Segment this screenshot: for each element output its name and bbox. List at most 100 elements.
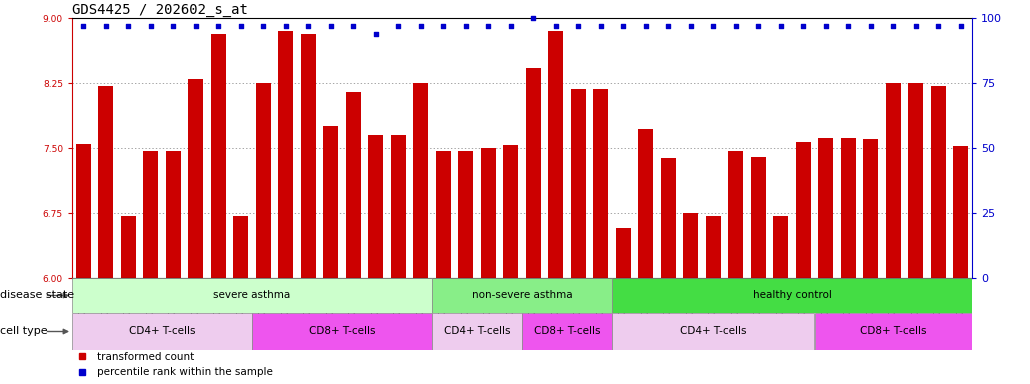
Bar (143, 151, 158, 278)
Bar (863, 139, 878, 278)
Point (503, 23, 519, 29)
Point (525, 15, 542, 21)
Bar (815, 313, 971, 350)
Point (818, 23, 834, 29)
Bar (346, 92, 360, 278)
Text: CD4+ T-cells: CD4+ T-cells (129, 326, 196, 336)
Point (660, 23, 677, 29)
Point (795, 23, 812, 29)
Point (772, 23, 789, 29)
Point (548, 23, 564, 29)
Point (322, 23, 339, 29)
Bar (840, 137, 856, 278)
Bar (99, 86, 113, 278)
Point (862, 23, 879, 29)
Point (840, 23, 857, 29)
Point (75, 23, 92, 29)
Point (187, 23, 204, 29)
Bar (548, 31, 563, 278)
Point (435, 23, 451, 29)
Bar (413, 83, 428, 278)
Bar (751, 157, 765, 278)
Point (300, 23, 316, 29)
Bar (774, 215, 788, 278)
Bar (252, 313, 432, 350)
Bar (593, 89, 608, 278)
Point (390, 23, 407, 29)
Bar (728, 151, 743, 278)
Text: disease state: disease state (0, 291, 74, 301)
Point (345, 23, 362, 29)
Bar (433, 313, 522, 350)
Point (142, 23, 159, 29)
Bar (954, 146, 968, 278)
Bar (234, 215, 248, 278)
Point (98, 23, 114, 29)
Bar (278, 31, 294, 278)
Bar (612, 313, 815, 350)
Bar (323, 126, 338, 278)
Legend: transformed count, percentile rank within the sample: transformed count, percentile rank withi… (72, 352, 273, 377)
Point (412, 23, 428, 29)
Bar (522, 313, 612, 350)
Point (368, 31, 384, 37)
Text: CD4+ T-cells: CD4+ T-cells (444, 326, 510, 336)
Bar (639, 129, 653, 278)
Text: severe asthma: severe asthma (213, 291, 290, 301)
Bar (612, 278, 971, 313)
Bar (121, 215, 136, 278)
Bar (481, 148, 495, 278)
Text: CD8+ T-cells: CD8+ T-cells (860, 326, 927, 336)
Point (683, 23, 699, 29)
Text: non-severe asthma: non-severe asthma (472, 291, 573, 301)
Point (907, 23, 924, 29)
Bar (661, 159, 676, 278)
Point (121, 23, 137, 29)
Text: CD8+ T-cells: CD8+ T-cells (309, 326, 375, 336)
Point (255, 23, 272, 29)
Bar (166, 151, 180, 278)
Bar (616, 228, 630, 278)
Text: healthy control: healthy control (753, 291, 831, 301)
Bar (504, 146, 518, 278)
Bar (819, 137, 833, 278)
Bar (369, 135, 383, 278)
Bar (255, 83, 271, 278)
Bar (931, 86, 946, 278)
Bar (458, 151, 473, 278)
Point (615, 23, 631, 29)
Point (165, 23, 181, 29)
Bar (706, 215, 721, 278)
Point (930, 23, 947, 29)
Point (480, 23, 496, 29)
Bar (391, 135, 406, 278)
Text: GDS4425 / 202602_s_at: GDS4425 / 202602_s_at (72, 3, 248, 17)
Bar (76, 144, 91, 278)
Point (727, 23, 744, 29)
Point (592, 23, 609, 29)
Bar (684, 213, 698, 278)
Text: CD8+ T-cells: CD8+ T-cells (534, 326, 600, 336)
Bar (796, 142, 811, 278)
Bar (211, 34, 226, 278)
Bar (526, 68, 541, 278)
Point (705, 23, 721, 29)
Bar (301, 34, 315, 278)
Point (210, 23, 227, 29)
Point (233, 23, 249, 29)
Bar (571, 89, 586, 278)
Point (953, 23, 969, 29)
Bar (72, 278, 432, 313)
Point (638, 23, 654, 29)
Point (457, 23, 474, 29)
Point (750, 23, 766, 29)
Bar (886, 83, 900, 278)
Bar (433, 278, 612, 313)
Bar (436, 151, 450, 278)
Bar (188, 79, 203, 278)
Bar (72, 313, 251, 350)
Point (277, 23, 294, 29)
Text: CD4+ T-cells: CD4+ T-cells (680, 326, 747, 336)
Point (570, 23, 586, 29)
Text: cell type: cell type (0, 326, 47, 336)
